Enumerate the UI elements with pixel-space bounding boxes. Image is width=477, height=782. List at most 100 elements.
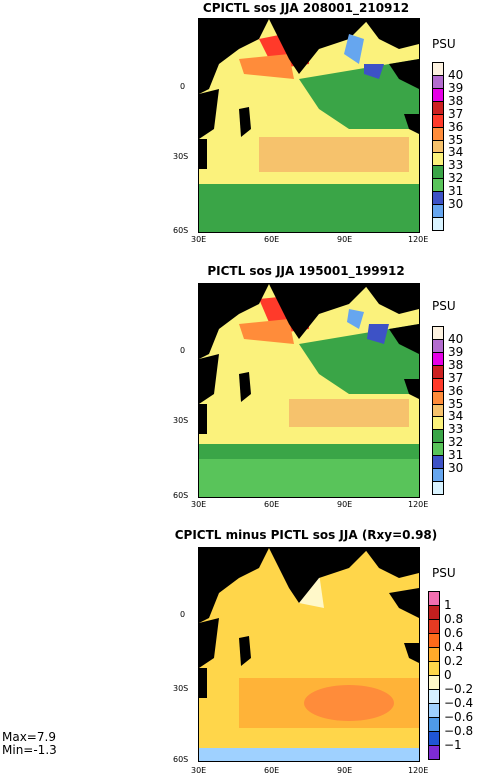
panel3-map-svg (199, 548, 419, 761)
panel1-map-svg (199, 19, 419, 232)
colorbar-label: 0 (444, 668, 452, 682)
colorbar-label: 38 (448, 357, 464, 372)
colorbar-swatch (432, 377, 444, 392)
colorbar-swatch (428, 675, 440, 690)
colorbar-swatch (432, 126, 444, 141)
panel3-units: PSU (432, 566, 456, 580)
colorbar-label: 31 (448, 448, 464, 463)
colorbar-label: 30 (448, 461, 464, 476)
colorbar-swatch (432, 326, 444, 340)
colorbar-swatch (432, 338, 444, 353)
colorbar-label: 0.4 (444, 640, 464, 654)
panel1-land-asia (269, 19, 369, 74)
colorbar-label: 1 (444, 598, 452, 612)
colorbar-swatch (428, 745, 440, 760)
colorbar-swatch (432, 217, 444, 231)
panel2-land-maritime (389, 324, 419, 354)
panel1-xtick-60e: 60E (264, 235, 280, 244)
colorbar-swatch (432, 429, 444, 444)
stats-max: Max=7.9 (2, 730, 56, 744)
panel2-ytick-60s: 60S (173, 491, 189, 500)
colorbar-swatch (432, 364, 444, 379)
panel3-ytick-0: 0 (180, 610, 186, 619)
stats-min: Min=-1.3 (2, 743, 57, 757)
panel2-title: PICTL sos JJA 195001_199912 (207, 264, 405, 278)
colorbar-label: 32 (448, 171, 464, 186)
colorbar-label: 0.6 (444, 626, 464, 640)
colorbar-label: 35 (448, 396, 464, 411)
colorbar-label: 38 (448, 93, 464, 108)
panel3-colorbar: 1 0.8 0.6 0.4 0.2 0 −0.2 −0.4 −0.6 −0.8 −1 (428, 591, 477, 760)
panel1-xtick-120e: 120E (408, 235, 429, 244)
colorbar-swatch (432, 204, 444, 219)
colorbar-swatch (432, 481, 444, 495)
colorbar-swatch (428, 689, 440, 704)
panel1-units: PSU (432, 37, 456, 51)
colorbar-label: 37 (448, 370, 464, 385)
panel2-units: PSU (432, 299, 456, 313)
panel2-green-region (299, 324, 419, 394)
colorbar-swatch (428, 619, 440, 634)
colorbar-label: 31 (448, 184, 464, 199)
colorbar-swatch (432, 178, 444, 193)
panel2-land-madagascar (239, 372, 251, 402)
panel2-ytick-0: 0 (180, 346, 186, 355)
colorbar-label: 0.8 (444, 612, 464, 626)
panel2-land-africa (199, 284, 269, 359)
colorbar-label: 39 (448, 344, 464, 359)
panel1-ytick-0: 0 (180, 82, 186, 91)
colorbar-label: 35 (448, 132, 464, 147)
colorbar-label: −0.6 (444, 710, 474, 724)
panel3-ytick-60s: 60S (173, 755, 189, 764)
panel2-xtick-60e: 60E (264, 500, 280, 509)
colorbar-label: 33 (448, 422, 464, 437)
panel2-xtick-120e: 120E (408, 500, 429, 509)
panel1-ytick-60s: 60S (173, 226, 189, 235)
colorbar-swatch (428, 591, 440, 606)
panel2-map (198, 283, 420, 498)
panel3-xtick-90e: 90E (337, 766, 353, 775)
panel3-land-africa (199, 548, 269, 623)
panel1-xtick-90e: 90E (337, 235, 353, 244)
panel3-land-madagascar (239, 636, 251, 666)
colorbar-label: 39 (448, 80, 464, 95)
panel3-land-asia (269, 548, 369, 603)
colorbar-swatch (428, 633, 440, 648)
stats-readout: Max=7.9 Min=-1.3 (2, 731, 57, 757)
colorbar-swatch (432, 468, 444, 483)
panel3-xtick-120e: 120E (408, 766, 429, 775)
colorbar-swatch (432, 351, 444, 366)
panel1-colorbar: 40 39 38 37 36 35 34 33 32 31 30 (432, 62, 477, 231)
panel1-southern-ocean (199, 184, 419, 232)
colorbar-label: −0.2 (444, 682, 474, 696)
panel1-map (198, 18, 420, 233)
colorbar-swatch (428, 661, 440, 676)
colorbar-swatch (432, 416, 444, 431)
panel2-ytick-30s: 30S (173, 416, 189, 425)
panel2-salty-band (289, 399, 409, 427)
colorbar-swatch (428, 717, 440, 732)
colorbar-swatch (432, 165, 444, 180)
panel1-land-madagascar (239, 107, 251, 137)
colorbar-swatch (428, 605, 440, 620)
panel3-map (198, 547, 420, 762)
colorbar-label: 37 (448, 106, 464, 121)
colorbar-label: 30 (448, 197, 464, 212)
panel1-ytick-30s: 30S (173, 152, 189, 161)
panel3-positive-anomaly (304, 685, 394, 721)
colorbar-swatch (432, 113, 444, 128)
panel1-xtick-30e: 30E (191, 235, 207, 244)
panel3-land-maritime (389, 588, 419, 618)
colorbar-label: 40 (448, 67, 464, 82)
colorbar-swatch (432, 74, 444, 89)
colorbar-swatch (432, 191, 444, 206)
panel1-land-africa (199, 19, 269, 94)
panel2-xtick-90e: 90E (337, 500, 353, 509)
colorbar-label: 36 (448, 119, 464, 134)
panel2-colorbar: 40 39 38 37 36 35 34 33 32 31 30 (432, 326, 477, 495)
colorbar-swatch (432, 403, 444, 418)
colorbar-swatch (432, 62, 444, 76)
panel3-xtick-30e: 30E (191, 766, 207, 775)
colorbar-label: 40 (448, 331, 464, 346)
panel1-land-maritime (389, 59, 419, 89)
